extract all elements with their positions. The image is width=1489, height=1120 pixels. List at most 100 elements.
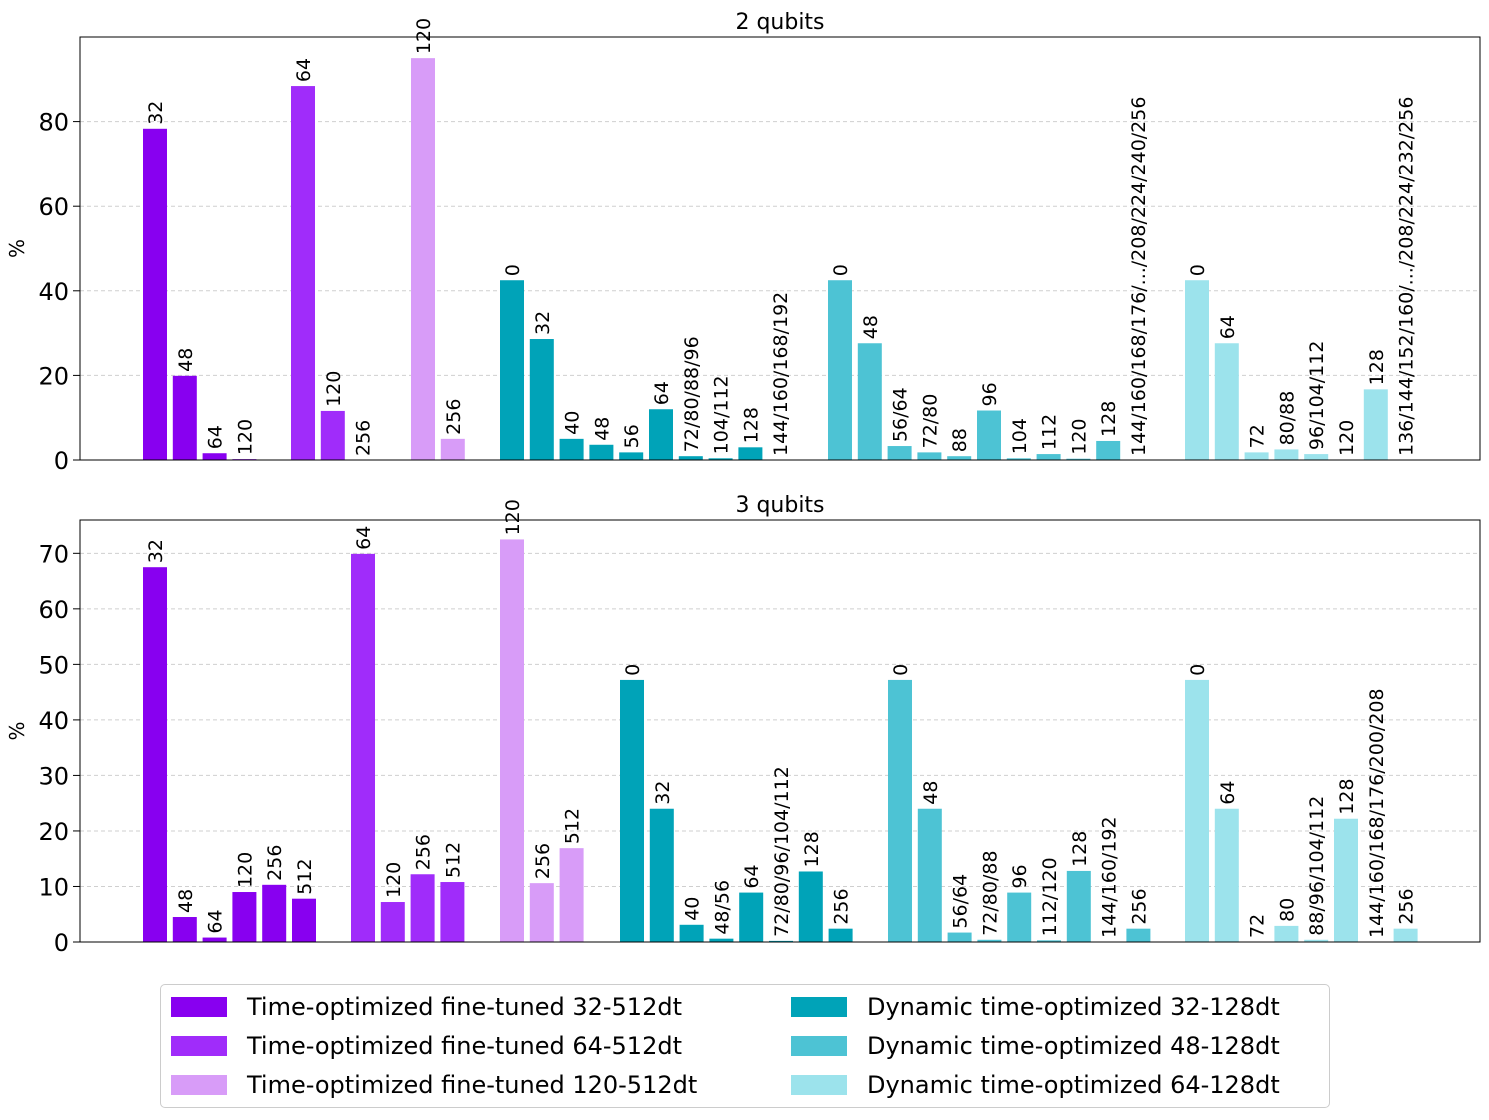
bar: [769, 940, 793, 942]
bar-label: 512: [442, 842, 464, 878]
bar-label: 256: [1396, 888, 1418, 924]
bar-label: 0: [830, 264, 852, 276]
legend-swatch: [171, 1036, 227, 1056]
bar-label: 64: [293, 58, 315, 82]
bar: [1214, 808, 1239, 942]
bar-label: 0: [890, 664, 912, 676]
bar-label: 48: [175, 348, 197, 372]
bar-label: 64: [205, 425, 227, 449]
bar-label: 88/96/104/112: [1306, 796, 1328, 936]
bar: [947, 932, 972, 942]
bar: [917, 808, 942, 942]
bar: [1274, 449, 1299, 460]
bar-label: 120: [234, 852, 256, 888]
bar: [232, 892, 257, 942]
bar-label: 120: [383, 862, 405, 898]
bar: [947, 456, 972, 460]
bar-label: 256: [264, 845, 286, 881]
bar-label: 32: [532, 311, 554, 335]
bar-label: 72/80/88/96: [681, 336, 703, 452]
bar-label: 128: [801, 831, 823, 867]
bar: [1274, 925, 1299, 942]
y-axis-label: %: [5, 721, 29, 740]
bar-group-6: 0 64 72 80 88/96/104/112 128 144/160/168/176/2…: [1185, 664, 1418, 942]
bar: [857, 343, 882, 460]
bar-label: 80/88: [1276, 391, 1298, 446]
bar-label: 104: [1009, 418, 1031, 454]
bar: [1304, 454, 1329, 460]
bar-group-4: 0 32 40 48 56 64 72/80/88/96 104/112 128 144/160/…: [500, 264, 792, 460]
bar-label: 144/160/192: [1099, 816, 1121, 938]
bar-label: 0: [622, 664, 644, 676]
y-tick-label: 60: [38, 596, 69, 624]
bar: [1185, 679, 1209, 942]
bar: [143, 567, 167, 942]
legend-item-dynamic-64: Dynamic time-optimized 64-128dt: [791, 1068, 1280, 1102]
bar: [888, 679, 912, 942]
bar: [1036, 454, 1061, 460]
bar-label: 32: [145, 101, 167, 125]
legend-item-dynamic-32: Dynamic time-optimized 32-128dt: [791, 990, 1280, 1024]
y-tick-label: 40: [38, 707, 69, 735]
bar-label: 88: [949, 428, 971, 452]
bar: [559, 438, 584, 460]
y-tick-label: 0: [54, 447, 69, 475]
bar-label: 512: [562, 808, 584, 844]
bar-label: 96: [979, 382, 1001, 406]
bar-label: 144/160/168/176/200/208: [1366, 688, 1388, 938]
bar-label: 104/112: [711, 375, 733, 454]
bar-group-2: 64 120 256: [291, 58, 375, 461]
bar-label: 56: [621, 424, 643, 448]
bar-group-5: 0 48 56/64 72/80/88 96 112/120 128 144/160/192 2…: [888, 664, 1151, 942]
bar-label: 120: [1068, 418, 1090, 454]
panel-title: 2 qubits: [735, 10, 824, 35]
bar: [887, 446, 912, 460]
bar: [172, 375, 197, 460]
bar: [709, 938, 734, 942]
panel-title: 3 qubits: [735, 493, 824, 518]
bar-label: 72/80: [919, 394, 941, 449]
bar-label: 112/120: [1039, 857, 1061, 936]
y-tick-label: 0: [54, 929, 69, 957]
bar: [529, 339, 554, 460]
legend-label: Dynamic time-optimized 48-128dt: [867, 1032, 1280, 1060]
bar-group-1: 32 48 64 120: [143, 101, 257, 460]
bar: [500, 280, 524, 460]
bar: [798, 871, 823, 942]
bar-label: 96: [1009, 864, 1031, 888]
bar: [351, 553, 375, 942]
y-tick-label: 10: [38, 873, 69, 901]
bar-label: 128: [1069, 831, 1091, 867]
bar-label: 72/80/88: [979, 850, 1001, 935]
bar: [559, 848, 584, 942]
bar-label: 144/160/168/192: [770, 292, 792, 456]
bar: [440, 882, 465, 942]
bar: [1066, 458, 1091, 460]
bar-group-1: 32 48 64 120 256 512: [143, 539, 316, 942]
bar-label: 120: [1336, 420, 1358, 456]
bar-label: 120: [502, 499, 524, 535]
bar: [828, 928, 853, 942]
bar: [619, 452, 644, 460]
bar-label: 48/56: [711, 880, 733, 935]
axes-frame: [79, 36, 1481, 461]
bar-label: 120: [413, 18, 435, 54]
bar: [917, 452, 942, 460]
bar: [739, 892, 764, 942]
legend-label: Time-optimized fine-tuned 32-512dt: [247, 993, 682, 1021]
legend-swatch: [791, 997, 847, 1017]
bar: [1334, 818, 1358, 942]
bar-label: 48: [175, 889, 197, 913]
bar-label: 64: [741, 864, 763, 888]
y-tick-label: 80: [38, 109, 69, 137]
bar-label: 32: [652, 781, 674, 805]
bar: [708, 458, 733, 460]
bar: [1007, 892, 1032, 942]
bar: [828, 280, 852, 460]
bar: [649, 409, 673, 460]
bar-label: 56/64: [890, 387, 912, 442]
bar: [1214, 343, 1239, 460]
bar-label: 72/80/96/104/112: [771, 766, 793, 937]
legend-swatch: [791, 1075, 847, 1095]
bar-label: 128: [740, 407, 762, 443]
